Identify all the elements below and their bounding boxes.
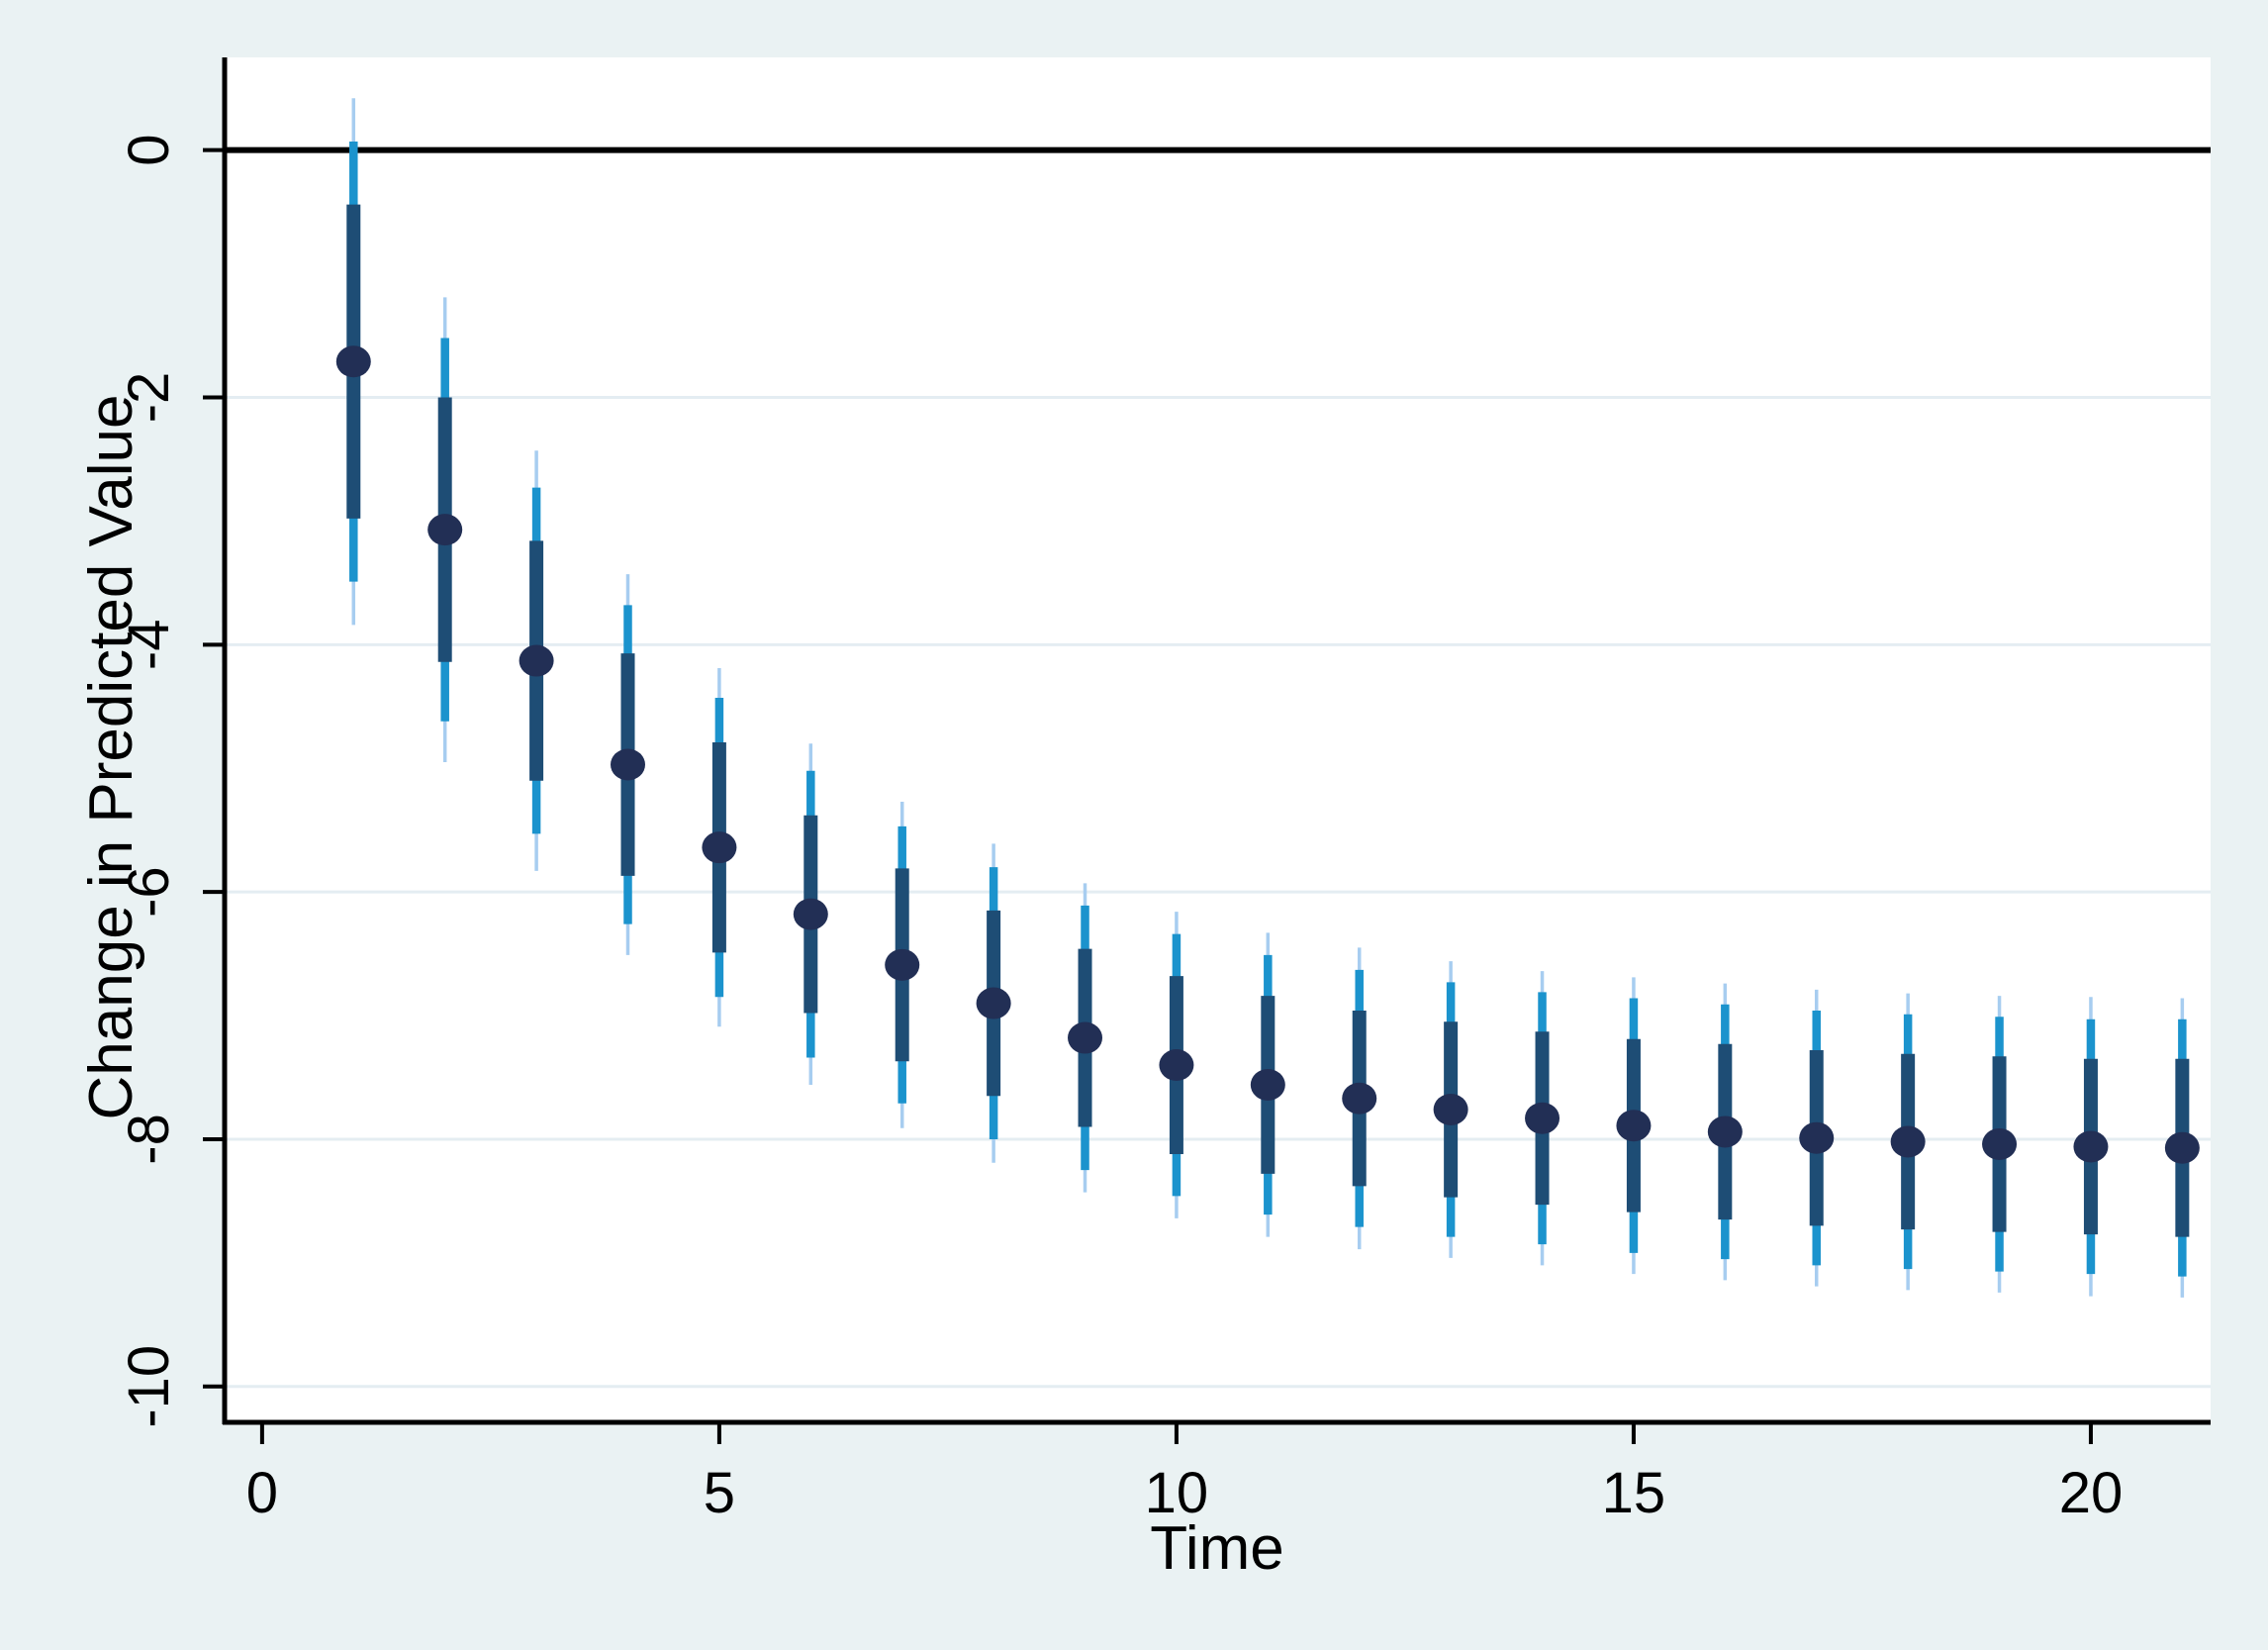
tick-labels-layer: 0 5 10 15 20 0 -2 -4 -6 -8 -10 (117, 135, 2123, 1525)
y-tick-label--2: -2 (117, 372, 181, 424)
x-tick-label-0: 0 (246, 1461, 278, 1525)
y-tick-label--6: -6 (117, 866, 181, 918)
x-tick-label-5: 5 (704, 1461, 735, 1525)
axes-layer (203, 57, 2211, 1444)
y-tick-label--8: -8 (117, 1114, 181, 1165)
plot-area (225, 57, 2211, 1422)
point-marker-x19 (1982, 1127, 2018, 1160)
point-marker-x2 (427, 514, 463, 546)
point-marker-x14 (1525, 1102, 1560, 1134)
point-marker-x12 (1342, 1082, 1377, 1115)
point-marker-x8 (976, 987, 1011, 1019)
point-marker-x3 (519, 644, 554, 677)
point-marker-x11 (1250, 1068, 1285, 1101)
point-marker-x18 (1890, 1125, 1926, 1158)
point-marker-x16 (1707, 1116, 1743, 1148)
point-marker-x20 (2073, 1130, 2109, 1163)
y-tick-label--4: -4 (117, 620, 181, 671)
x-axis-title: Time (1150, 1514, 1283, 1583)
y-axis-title: Change in Predicted Value (77, 394, 145, 1119)
y-tick-label-0: 0 (117, 135, 181, 166)
point-marker-x7 (885, 948, 920, 981)
x-tick-label-10: 10 (1145, 1461, 1209, 1525)
point-marker-x21 (2164, 1131, 2200, 1164)
point-marker-x15 (1616, 1110, 1652, 1142)
point-marker-x4 (610, 748, 645, 781)
point-marker-x5 (702, 831, 737, 864)
x-tick-label-20: 20 (2059, 1461, 2124, 1525)
plot-background-layer (225, 57, 2211, 1422)
point-marker-x17 (1799, 1121, 1835, 1154)
point-marker-x10 (1159, 1049, 1194, 1082)
y-tick-label--10: -10 (117, 1345, 181, 1428)
point-marker-x13 (1433, 1093, 1468, 1125)
x-tick-label-15: 15 (1602, 1461, 1666, 1525)
error-bar-series-layer (335, 98, 2200, 1298)
point-marker-x1 (335, 345, 371, 378)
point-marker-x9 (1068, 1021, 1103, 1054)
point-marker-x6 (793, 898, 828, 930)
